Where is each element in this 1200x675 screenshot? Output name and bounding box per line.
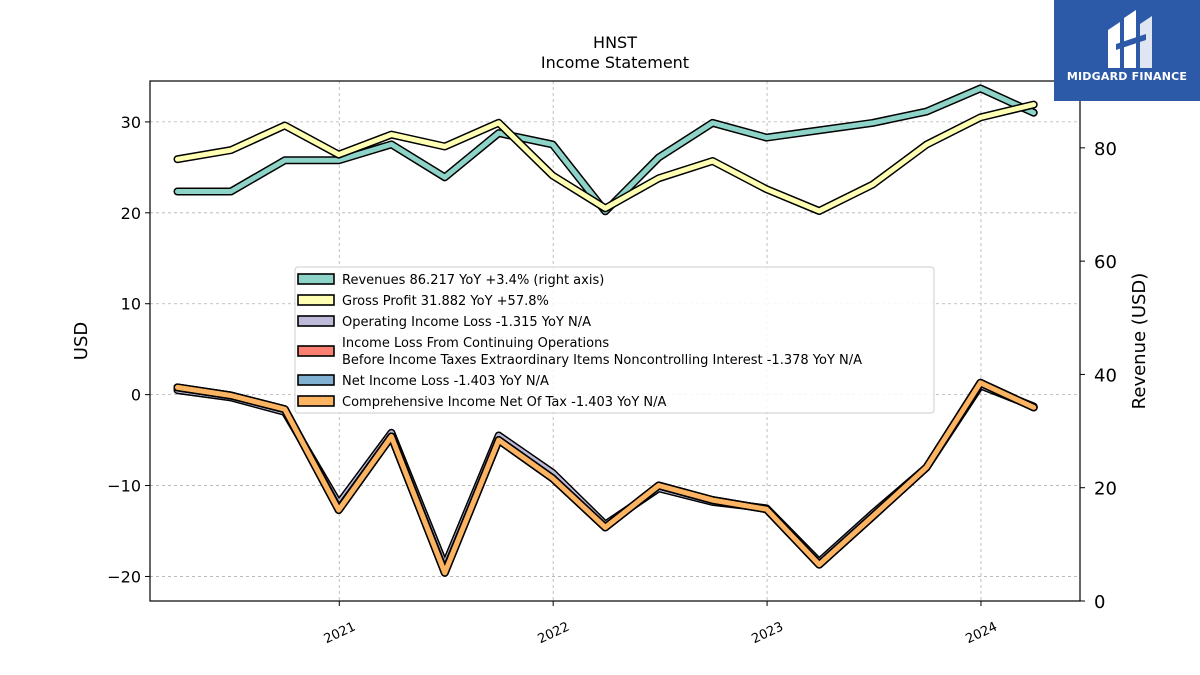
x-axis-ticks: 2021 2022 2023 2024 xyxy=(322,601,1000,647)
legend-label: Comprehensive Income Net Of Tax -1.403 Y… xyxy=(342,395,667,410)
y-right-tick-label: 40 xyxy=(1094,365,1117,386)
legend-swatch xyxy=(297,294,335,306)
series-line-stroke xyxy=(175,102,1037,214)
brand-logo: MIDGARD FINANCE xyxy=(1054,0,1200,101)
y-tick-label: 0 xyxy=(131,386,141,405)
series-line-outline xyxy=(173,84,1038,216)
legend-swatch xyxy=(297,395,335,407)
legend-label: Operating Income Loss -1.315 YoY N/A xyxy=(342,315,591,330)
legend-item: Gross Profit 31.882 YoY +57.8% xyxy=(297,294,549,309)
legend-item: Operating Income Loss -1.315 YoY N/A xyxy=(297,315,591,330)
y-axis-label-left: USD xyxy=(71,322,92,360)
y-tick-label: −10 xyxy=(107,477,141,496)
x-tick-label: 2022 xyxy=(536,620,572,648)
legend-label: Revenues 86.217 YoY +3.4% (right axis) xyxy=(342,273,604,288)
legend: Revenues 86.217 YoY +3.4% (right axis) Gr… xyxy=(294,266,935,414)
x-tick-label: 2023 xyxy=(750,620,786,648)
logo-mark-icon xyxy=(1108,10,1152,68)
legend-label: Net Income Loss -1.403 YoY N/A xyxy=(342,374,549,389)
legend-items: Revenues 86.217 YoY +3.4% (right axis) Gr… xyxy=(297,273,862,410)
legend-item: Comprehensive Income Net Of Tax -1.403 Y… xyxy=(297,395,667,410)
x-tick-label: 2021 xyxy=(322,620,358,648)
y-tick-label: 10 xyxy=(121,295,141,314)
y-axis-label-right: Revenue (USD) xyxy=(1129,273,1150,410)
logo-text: MIDGARD FINANCE xyxy=(1066,70,1188,83)
series-line-stroke xyxy=(175,85,1037,214)
series-line xyxy=(173,378,1038,577)
series-line xyxy=(173,84,1038,216)
y-right-tick-label: 20 xyxy=(1094,479,1117,500)
legend-label: Gross Profit 31.882 YoY +57.8% xyxy=(342,294,549,309)
legend-label: Income Loss From Continuing Operations xyxy=(342,336,609,351)
left-axis-ticks: −20 −10 0 10 20 30 xyxy=(107,113,150,586)
legend-box xyxy=(294,266,935,414)
y-right-tick-label: 80 xyxy=(1094,139,1117,160)
y-right-tick-label: 0 xyxy=(1094,592,1105,613)
series-lines xyxy=(173,84,1038,577)
legend-swatch xyxy=(297,374,335,386)
legend-item: Revenues 86.217 YoY +3.4% (right axis) xyxy=(297,273,604,288)
legend-item: Net Income Loss -1.403 YoY N/A xyxy=(297,374,549,389)
y-tick-label: 20 xyxy=(121,204,141,223)
legend-swatch xyxy=(297,345,335,357)
legend-item: Income Loss From Continuing Operations Be… xyxy=(297,336,862,368)
right-axis-ticks: 0 20 40 60 80 xyxy=(1080,139,1117,613)
chart-subtitle: Income Statement xyxy=(541,53,689,72)
chart-title: HNST xyxy=(593,33,637,52)
series-line-stroke xyxy=(175,380,1037,576)
plot-frame xyxy=(149,80,1081,602)
series-line xyxy=(173,100,1038,215)
legend-label: Before Income Taxes Extraordinary Items … xyxy=(342,353,862,368)
legend-swatch xyxy=(297,273,335,285)
x-tick-label: 2024 xyxy=(963,620,999,648)
y-tick-label: 30 xyxy=(121,113,141,132)
y-tick-label: −20 xyxy=(107,567,141,586)
y-right-tick-label: 60 xyxy=(1094,252,1117,273)
legend-swatch xyxy=(297,315,335,327)
